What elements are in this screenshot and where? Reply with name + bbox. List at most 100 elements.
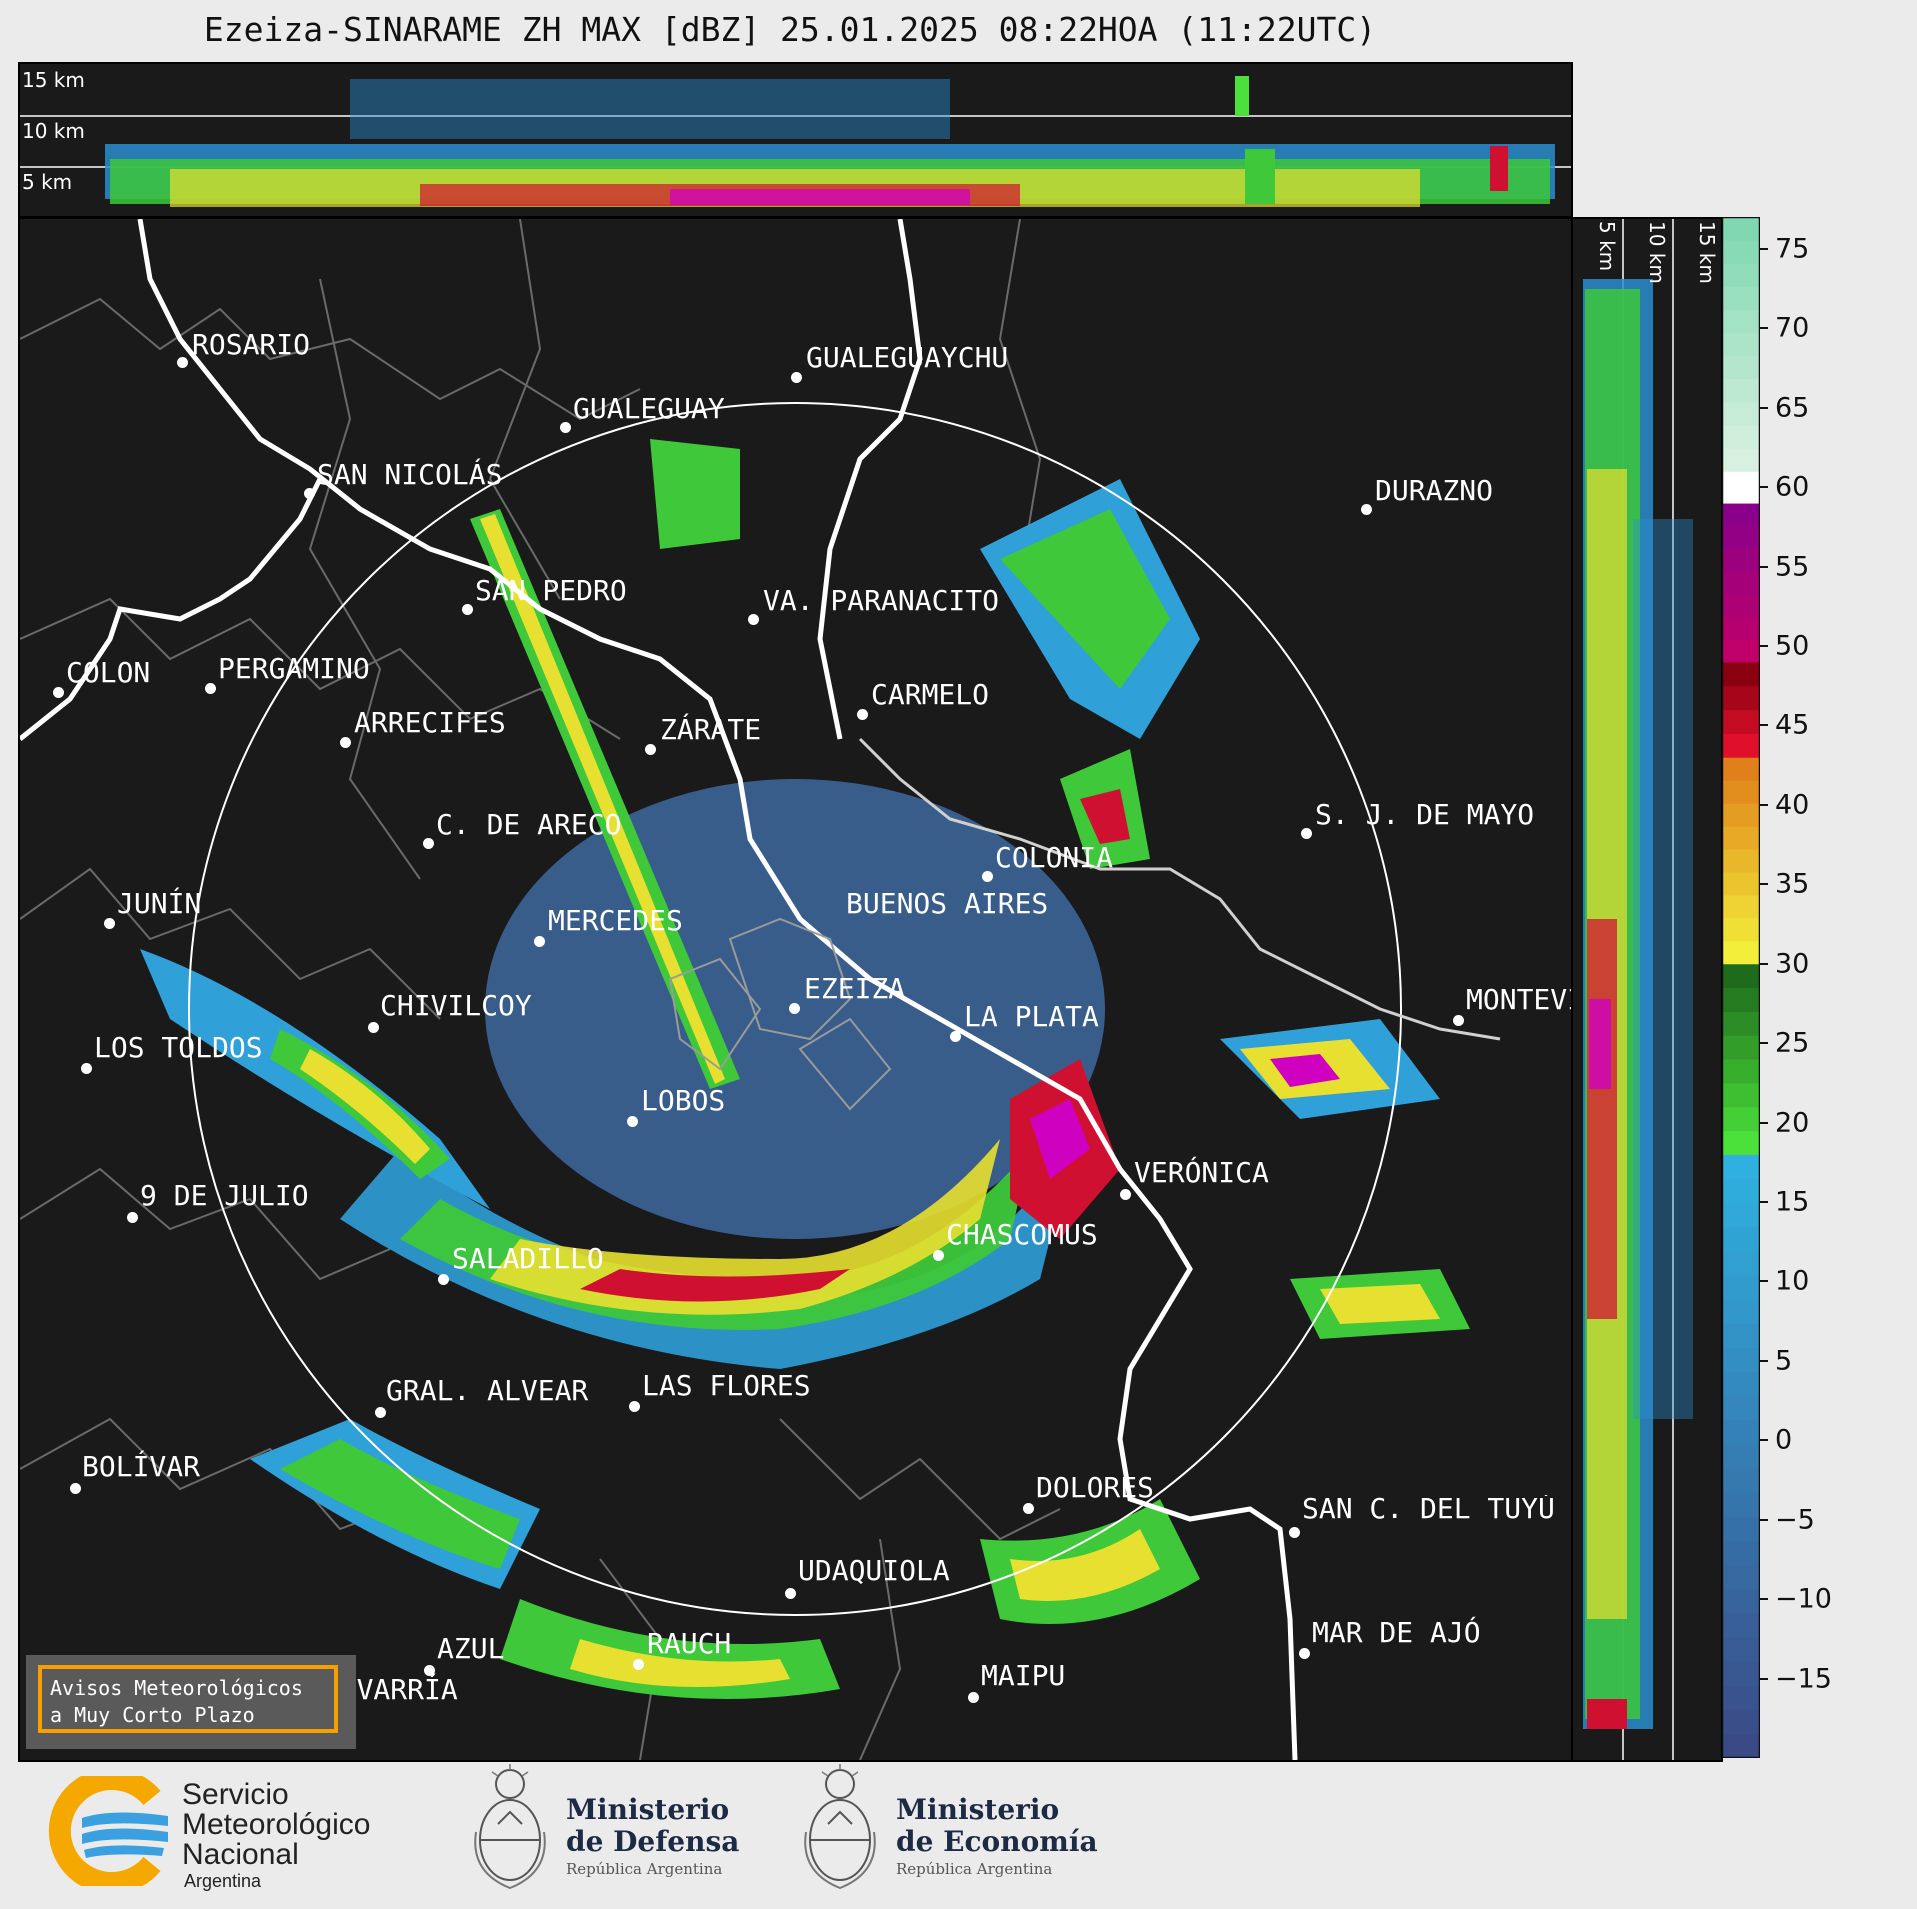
city-label-colon: COLON: [66, 656, 151, 689]
city-label-mar-de-ajo: MAR DE AJÓ: [1312, 1616, 1481, 1649]
colorbar-band-1-1: [1722, 1106, 1760, 1132]
colorbar-band-2-1: [1722, 917, 1760, 942]
colorbar-band-0-24: [1722, 1154, 1760, 1180]
colorbar-tick-mark: [1760, 1121, 1768, 1124]
city-label-san-nicolas: SAN NICOLÁS: [317, 458, 503, 491]
argentina-coat-of-arms-icon: [474, 1764, 546, 1890]
city-dot-los-toldos: [81, 1063, 92, 1074]
colorbar-band-0-9: [1722, 1516, 1760, 1542]
colorbar-band-0-18: [1722, 1299, 1760, 1324]
city-label-ezeiza: EZEIZA: [804, 972, 906, 1005]
colorbar-band-6-6: [1722, 309, 1760, 334]
colorbar-band-3-1: [1722, 709, 1760, 734]
city-label-veronica: VERÓNICA: [1134, 1156, 1269, 1189]
city-dot-san-pedro: [462, 604, 473, 615]
colorbar-band-3-0: [1722, 733, 1760, 758]
city-dot-la-plata: [950, 1031, 961, 1042]
city-dot-zarate: [645, 744, 656, 755]
city-label-san-c-del-tuyu: SAN C. DEL TUYÚ: [1302, 1495, 1555, 1523]
colorbar-band-0-10: [1722, 1492, 1760, 1518]
colorbar-band-0-21: [1722, 1226, 1760, 1252]
colorbar-tick-label: 5: [1775, 1345, 1793, 1377]
gba-boundaries: [668, 917, 892, 1111]
colorbar-band-6-5: [1722, 332, 1760, 357]
colorbar-tick-mark: [1760, 1280, 1768, 1283]
colorbar-tick-label: 55: [1775, 551, 1810, 582]
colorbar-band-0-19: [1722, 1275, 1760, 1300]
coastline-rivers: [20, 219, 1298, 1760]
smn-line4: Argentina: [184, 1871, 262, 1891]
city-label-mercedes: MERCEDES: [548, 904, 683, 937]
avisos-label[interactable]: Avisos Meteorológicos a Muy Corto Plazo: [38, 1665, 338, 1733]
city-label-arrecifes: ARRECIFES: [354, 706, 506, 739]
city-dot-udaquiola: [785, 1588, 796, 1599]
city-dot-san-c-del-tuyu: [1289, 1527, 1300, 1538]
colorbar-tick-label: 70: [1775, 312, 1810, 344]
colorbar-tick-label: −5: [1775, 1504, 1815, 1536]
colorbar-band-0-20: [1722, 1250, 1760, 1276]
colorbar-band-2-6: [1722, 803, 1760, 827]
top-altitude-label-5km: 5 km: [22, 170, 73, 194]
city-dot-las-flores: [629, 1401, 640, 1412]
colorbar-tick-mark: [1760, 327, 1768, 330]
city-label-c-de-areco: C. DE ARECO: [436, 808, 622, 841]
city-dot-montevideo: [1453, 1015, 1464, 1026]
colorbar-tick-mark: [1760, 724, 1768, 727]
colorbar-band-0-16: [1722, 1347, 1760, 1373]
city-dot-maipu: [968, 1692, 979, 1703]
colorbar-band-0-5: [1722, 1613, 1760, 1638]
city-label-gualeguay: GUALEGUAY: [573, 392, 725, 425]
colorbar-band-0-22: [1722, 1202, 1760, 1228]
colorbar-band-0-13: [1722, 1419, 1760, 1445]
colorbar-band-1-7: [1722, 963, 1760, 989]
colorbar-band-0-15: [1722, 1371, 1760, 1397]
colorbar-tick-mark: [1760, 803, 1768, 806]
city-label-las-flores: LAS FLORES: [642, 1369, 811, 1402]
defensa-line3: República Argentina: [566, 1860, 723, 1878]
colorbar-tick-mark: [1760, 1042, 1768, 1045]
colorbar-tick-label: 65: [1775, 392, 1810, 424]
colorbar-gradient: [1721, 216, 1761, 1759]
city-dot-bolivar: [70, 1483, 81, 1494]
colorbar-band-2-3: [1722, 871, 1760, 896]
colorbar-band-2-0: [1722, 940, 1760, 965]
city-label-la-plata: LA PLATA: [964, 1000, 1099, 1033]
colorbar-band-6-3: [1722, 378, 1760, 403]
city-label-rauch: RAUCH: [647, 1627, 732, 1660]
city-dot-rosario: [177, 357, 188, 368]
colorbar-band-4-3: [1722, 571, 1760, 595]
colorbar-band-0-17: [1722, 1323, 1760, 1349]
city-dot-colon: [53, 687, 64, 698]
city-dot-gral-alvear: [375, 1407, 386, 1418]
city-label-colonia: COLONIA: [995, 841, 1114, 874]
city-dot-ezeiza: [789, 1003, 800, 1014]
colorbar-band-0-0: [1722, 1733, 1760, 1759]
city-label-chivilcoy: CHIVILCOY: [380, 989, 532, 1022]
side-altitude-label-5km: 5 km: [1595, 221, 1619, 272]
economia-line2: de Economía: [896, 1825, 1098, 1858]
city-label-rosario: ROSARIO: [192, 328, 311, 361]
city-dot-mar-de-ajo: [1299, 1648, 1310, 1659]
city-label-bolivar: BOLÍVAR: [82, 1450, 201, 1483]
colorbar-tick-label: 20: [1775, 1107, 1810, 1139]
colorbar-tick-mark: [1760, 247, 1768, 250]
city-dot-arrecifes: [340, 737, 351, 748]
colorbar-band-3-3: [1722, 661, 1760, 687]
colorbar-band-1-2: [1722, 1082, 1760, 1108]
city-label-buenos-aires: BUENOS AIRES: [846, 887, 1049, 920]
city-dot-san-nicolas: [304, 488, 315, 499]
city-label-carmelo: CARMELO: [871, 678, 990, 711]
colorbar-tick-mark: [1760, 486, 1768, 489]
colorbar-tick-label: −10: [1775, 1583, 1832, 1615]
city-label-chascomus: CHASCOMUS: [946, 1218, 1098, 1251]
city-dot-junin: [104, 918, 115, 929]
colorbar-band-6-7: [1722, 286, 1760, 311]
colorbar-tick-mark: [1760, 644, 1768, 647]
avisos-box[interactable]: Avisos Meteorológicos a Muy Corto Plazo: [26, 1655, 356, 1749]
city-dot-azul: [424, 1665, 435, 1676]
colorbar-tick-label: 10: [1775, 1265, 1810, 1297]
defensa-line2: de Defensa: [566, 1825, 740, 1858]
top-cross-section-panel: 15 km 10 km 5 km: [18, 62, 1573, 218]
colorbar-band-1-5: [1722, 1011, 1760, 1036]
city-dot-gualeguaychu: [791, 372, 802, 383]
